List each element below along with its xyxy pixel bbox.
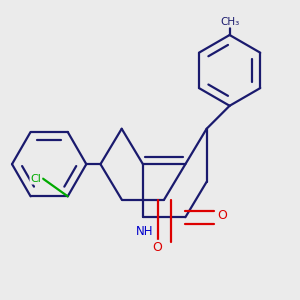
- Text: O: O: [152, 241, 162, 254]
- Text: Cl: Cl: [31, 174, 41, 184]
- Text: CH₃: CH₃: [220, 16, 239, 27]
- Text: NH: NH: [136, 225, 153, 238]
- Text: O: O: [218, 209, 227, 222]
